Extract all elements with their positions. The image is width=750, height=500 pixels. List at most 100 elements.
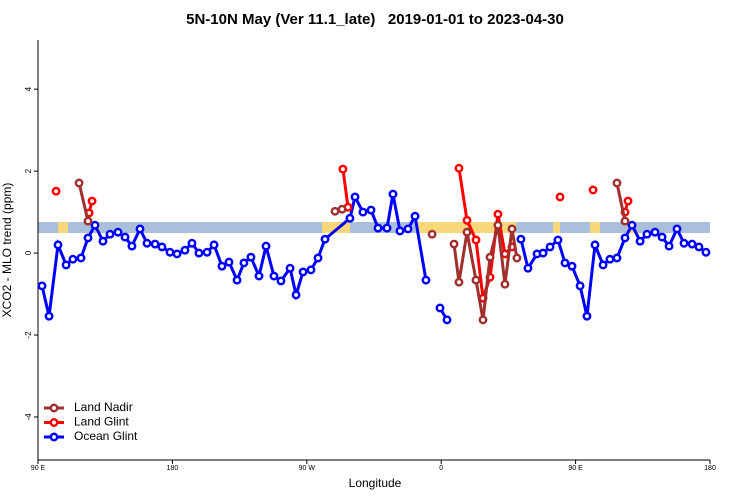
y-tick-label: 0	[24, 250, 33, 255]
point	[421, 275, 431, 285]
point	[382, 223, 392, 233]
point	[217, 261, 227, 271]
point	[635, 236, 645, 246]
point	[507, 224, 517, 234]
point	[276, 276, 286, 286]
point	[435, 303, 445, 313]
point	[403, 224, 413, 234]
y-tick-label: 4	[24, 86, 33, 91]
point	[202, 247, 212, 257]
point	[650, 227, 660, 237]
point	[612, 253, 622, 263]
point	[337, 204, 347, 214]
series-line	[87, 168, 630, 299]
point	[538, 248, 548, 258]
point	[687, 239, 697, 249]
point	[187, 238, 197, 248]
point	[555, 192, 565, 202]
point	[157, 242, 167, 252]
x-tick-label: 90 E	[568, 465, 583, 472]
point	[74, 178, 84, 188]
point	[478, 315, 488, 325]
land-patch	[590, 222, 600, 233]
point	[76, 253, 86, 263]
point	[623, 196, 633, 206]
point	[350, 192, 360, 202]
point	[246, 252, 256, 262]
x-axis-label: Longitude	[349, 476, 402, 490]
point	[37, 281, 47, 291]
point	[471, 275, 481, 285]
point	[120, 232, 130, 242]
point	[694, 242, 704, 252]
point	[51, 186, 61, 196]
point	[620, 216, 630, 226]
point	[664, 241, 674, 251]
point	[135, 224, 145, 234]
point	[150, 239, 160, 249]
point	[338, 164, 348, 174]
point	[232, 275, 242, 285]
point	[605, 254, 615, 264]
point	[567, 261, 577, 271]
x-tick-label: 90 E	[31, 465, 46, 472]
point	[113, 227, 123, 237]
point	[105, 229, 115, 239]
land-patch	[58, 222, 68, 233]
y-tick-label: -2	[24, 331, 33, 339]
point	[642, 229, 652, 239]
point	[366, 205, 376, 215]
point	[291, 290, 301, 300]
x-tick-label: 180	[704, 465, 716, 472]
point	[345, 213, 355, 223]
point	[239, 258, 249, 268]
point	[523, 263, 533, 273]
point	[493, 209, 503, 219]
point	[83, 233, 93, 243]
point	[582, 311, 592, 321]
point	[598, 260, 608, 270]
point	[701, 247, 711, 257]
point	[471, 235, 481, 245]
y-axis-label: XCO2 - MLO trend (ppm)	[0, 183, 14, 318]
point	[298, 267, 308, 277]
point	[254, 271, 264, 281]
x-tick-label: 90 W	[299, 465, 316, 472]
x-tick-label: 180	[167, 465, 179, 472]
chart-title: 5N-10N May (Ver 11.1_late) 2019-01-01 to…	[186, 11, 564, 28]
legend-label: Ocean Glint	[74, 429, 138, 443]
point	[500, 279, 510, 289]
land-patch	[418, 222, 516, 233]
point	[449, 239, 459, 249]
point	[127, 241, 137, 251]
point	[53, 240, 63, 250]
point	[330, 206, 340, 216]
point	[87, 196, 97, 206]
land-patch	[553, 222, 560, 233]
point	[68, 254, 78, 264]
point	[194, 248, 204, 258]
point	[560, 258, 570, 268]
point	[180, 245, 190, 255]
point	[512, 253, 522, 263]
point	[142, 238, 152, 248]
point	[410, 211, 420, 221]
point	[285, 263, 295, 273]
point	[493, 220, 503, 230]
point	[454, 163, 464, 173]
land-patch	[322, 222, 350, 233]
point	[172, 249, 182, 259]
legend-marker	[49, 403, 59, 413]
point	[320, 234, 330, 244]
y-tick-label: -4	[24, 413, 33, 421]
point	[61, 260, 71, 270]
legend-label: Land Nadir	[74, 400, 133, 414]
point	[462, 227, 472, 237]
point	[224, 257, 234, 267]
point	[98, 236, 108, 246]
legend-marker	[49, 418, 59, 427]
point	[454, 277, 464, 287]
point	[44, 311, 54, 321]
point	[90, 220, 100, 230]
point	[679, 238, 689, 248]
